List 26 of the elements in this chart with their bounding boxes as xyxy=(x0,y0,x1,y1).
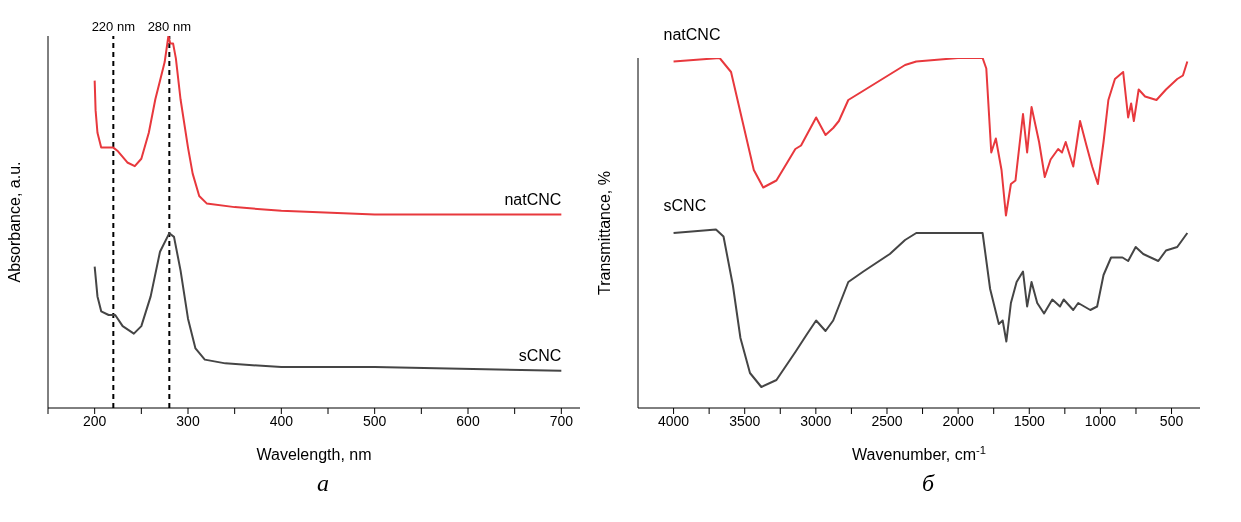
x-tick-label: 600 xyxy=(456,412,480,429)
y-axis-title: Transmittance, % xyxy=(596,171,613,295)
series-label: natCNC xyxy=(663,25,721,43)
text: б xyxy=(920,470,936,497)
series-label: sCNC xyxy=(663,197,707,214)
text: а xyxy=(316,470,330,497)
x-tick-label: 1500 xyxy=(1013,412,1046,429)
x-axis-title: Wavelength, nm xyxy=(256,446,372,463)
x-tick-label: 500 xyxy=(362,412,387,429)
x-tick-label: 3000 xyxy=(800,412,832,429)
x-tick-label: 3500 xyxy=(729,412,761,429)
x-tick-label: 200 xyxy=(82,412,107,429)
x-tick-label: 2000 xyxy=(942,412,974,429)
x-axis-title: Wavenumber, cm$^{-1}$ xyxy=(852,444,986,463)
x-tick-label: 500 xyxy=(1159,412,1184,429)
series-label: sCNC xyxy=(518,346,562,364)
series-label: natCNC xyxy=(504,190,562,208)
x-tick-label: 400 xyxy=(269,412,294,429)
x-tick-label: 1000 xyxy=(1084,412,1117,429)
ref-line-label: 220 nm xyxy=(91,19,136,34)
y-axis-title: Absorbance, a.u. xyxy=(6,161,23,283)
x-tick-label: 300 xyxy=(176,412,200,429)
x-tick-label: 2500 xyxy=(871,412,903,429)
ref-line-label: 280 nm xyxy=(147,19,192,34)
x-tick-label: 4000 xyxy=(657,412,690,429)
x-tick-label: 700 xyxy=(549,412,574,429)
